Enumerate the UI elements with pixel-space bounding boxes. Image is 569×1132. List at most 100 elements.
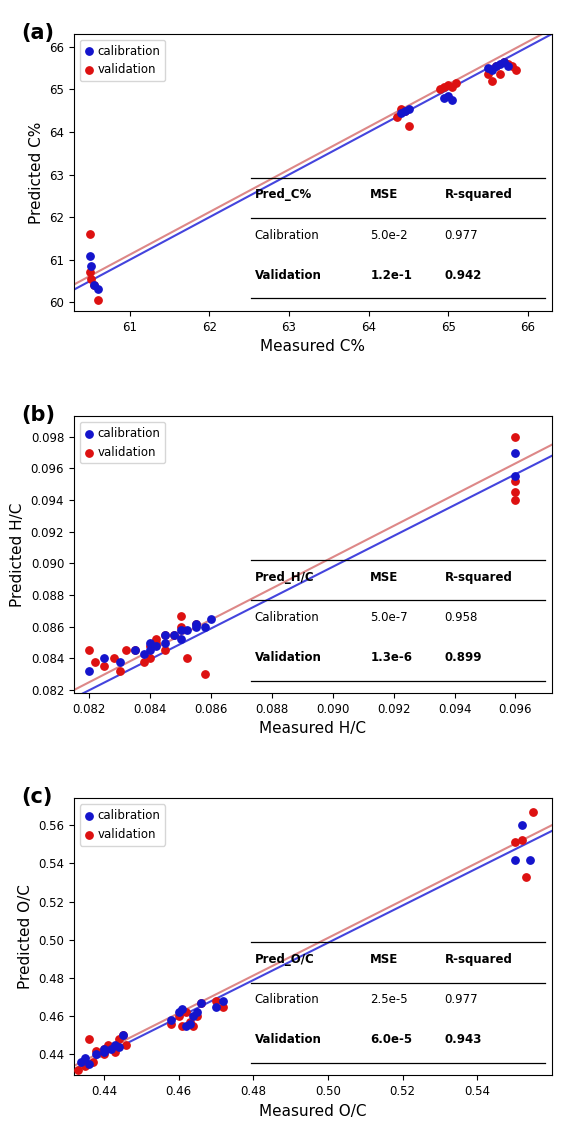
Y-axis label: Predicted H/C: Predicted H/C	[10, 503, 25, 607]
X-axis label: Measured O/C: Measured O/C	[259, 1104, 366, 1118]
validation	[182, 650, 191, 668]
validation	[151, 631, 160, 649]
Text: R-squared: R-squared	[444, 188, 512, 201]
calibration	[191, 615, 200, 633]
Text: Validation: Validation	[255, 651, 321, 663]
validation	[189, 1017, 198, 1035]
validation	[508, 57, 517, 75]
validation	[92, 1041, 101, 1060]
validation	[88, 1053, 97, 1071]
validation	[100, 1039, 109, 1057]
validation	[100, 658, 109, 676]
calibration	[218, 992, 228, 1010]
validation	[161, 642, 170, 660]
validation	[196, 994, 205, 1012]
calibration	[518, 816, 527, 834]
calibration	[100, 1039, 109, 1057]
validation	[85, 642, 94, 660]
validation	[114, 1030, 123, 1048]
validation	[146, 650, 155, 668]
calibration	[504, 57, 513, 75]
Text: MSE: MSE	[370, 188, 398, 201]
calibration	[178, 1000, 187, 1018]
validation	[511, 483, 520, 501]
Text: MSE: MSE	[370, 571, 398, 584]
validation	[115, 662, 124, 680]
Text: 0.942: 0.942	[444, 268, 482, 282]
Text: Calibration: Calibration	[255, 611, 319, 624]
calibration	[176, 620, 185, 638]
validation	[84, 1030, 93, 1048]
validation	[211, 992, 220, 1010]
validation	[174, 1007, 183, 1026]
calibration	[525, 850, 534, 868]
calibration	[161, 626, 170, 644]
Text: 0.958: 0.958	[444, 611, 478, 624]
Text: 0.977: 0.977	[444, 993, 478, 1006]
calibration	[170, 626, 179, 644]
validation	[85, 263, 94, 281]
calibration	[84, 1055, 93, 1073]
calibration	[185, 1014, 194, 1032]
validation	[200, 666, 209, 684]
calibration	[114, 1038, 123, 1056]
validation	[93, 291, 102, 309]
Text: (c): (c)	[22, 788, 53, 807]
calibration	[81, 1049, 90, 1067]
calibration	[176, 631, 185, 649]
calibration	[448, 91, 457, 109]
calibration	[484, 59, 493, 77]
validation	[392, 108, 401, 126]
Text: Pred_C%: Pred_C%	[255, 188, 312, 201]
calibration	[85, 247, 94, 265]
Text: MSE: MSE	[370, 953, 398, 966]
Text: 1.3e-6: 1.3e-6	[370, 651, 413, 663]
validation	[452, 74, 461, 92]
validation	[496, 66, 505, 84]
calibration	[400, 102, 409, 120]
calibration	[167, 1011, 176, 1029]
Text: 0.977: 0.977	[444, 229, 478, 241]
validation	[87, 269, 96, 288]
Text: (b): (b)	[22, 405, 55, 426]
calibration	[77, 1053, 86, 1071]
X-axis label: Measured H/C: Measured H/C	[259, 721, 366, 737]
calibration	[496, 54, 505, 72]
validation	[151, 634, 160, 652]
validation	[492, 57, 501, 75]
calibration	[110, 1036, 119, 1054]
calibration	[89, 275, 98, 293]
validation	[511, 428, 520, 446]
Text: (a): (a)	[22, 23, 55, 43]
calibration	[93, 280, 102, 298]
Text: Validation: Validation	[255, 1034, 321, 1046]
calibration	[151, 636, 160, 654]
validation	[118, 1027, 127, 1045]
validation	[521, 868, 530, 886]
Text: 0.899: 0.899	[444, 651, 482, 663]
validation	[193, 1007, 202, 1026]
validation	[100, 1045, 109, 1063]
calibration	[444, 87, 453, 105]
calibration	[174, 1003, 183, 1021]
calibration	[161, 634, 170, 652]
Text: 5.0e-2: 5.0e-2	[370, 229, 408, 241]
Text: 6.0e-5: 6.0e-5	[370, 1034, 413, 1046]
calibration	[440, 88, 449, 106]
calibration	[92, 1045, 101, 1063]
calibration	[511, 444, 520, 462]
X-axis label: Measured C%: Measured C%	[261, 340, 365, 354]
validation	[191, 615, 200, 633]
calibration	[87, 257, 96, 275]
calibration	[130, 642, 139, 660]
calibration	[191, 618, 200, 636]
validation	[511, 491, 520, 509]
validation	[161, 626, 170, 644]
validation	[176, 607, 185, 625]
Text: Calibration: Calibration	[255, 229, 319, 241]
Text: Validation: Validation	[255, 268, 321, 282]
calibration	[488, 61, 497, 79]
calibration	[115, 652, 124, 670]
validation	[511, 472, 520, 490]
validation	[396, 100, 405, 118]
